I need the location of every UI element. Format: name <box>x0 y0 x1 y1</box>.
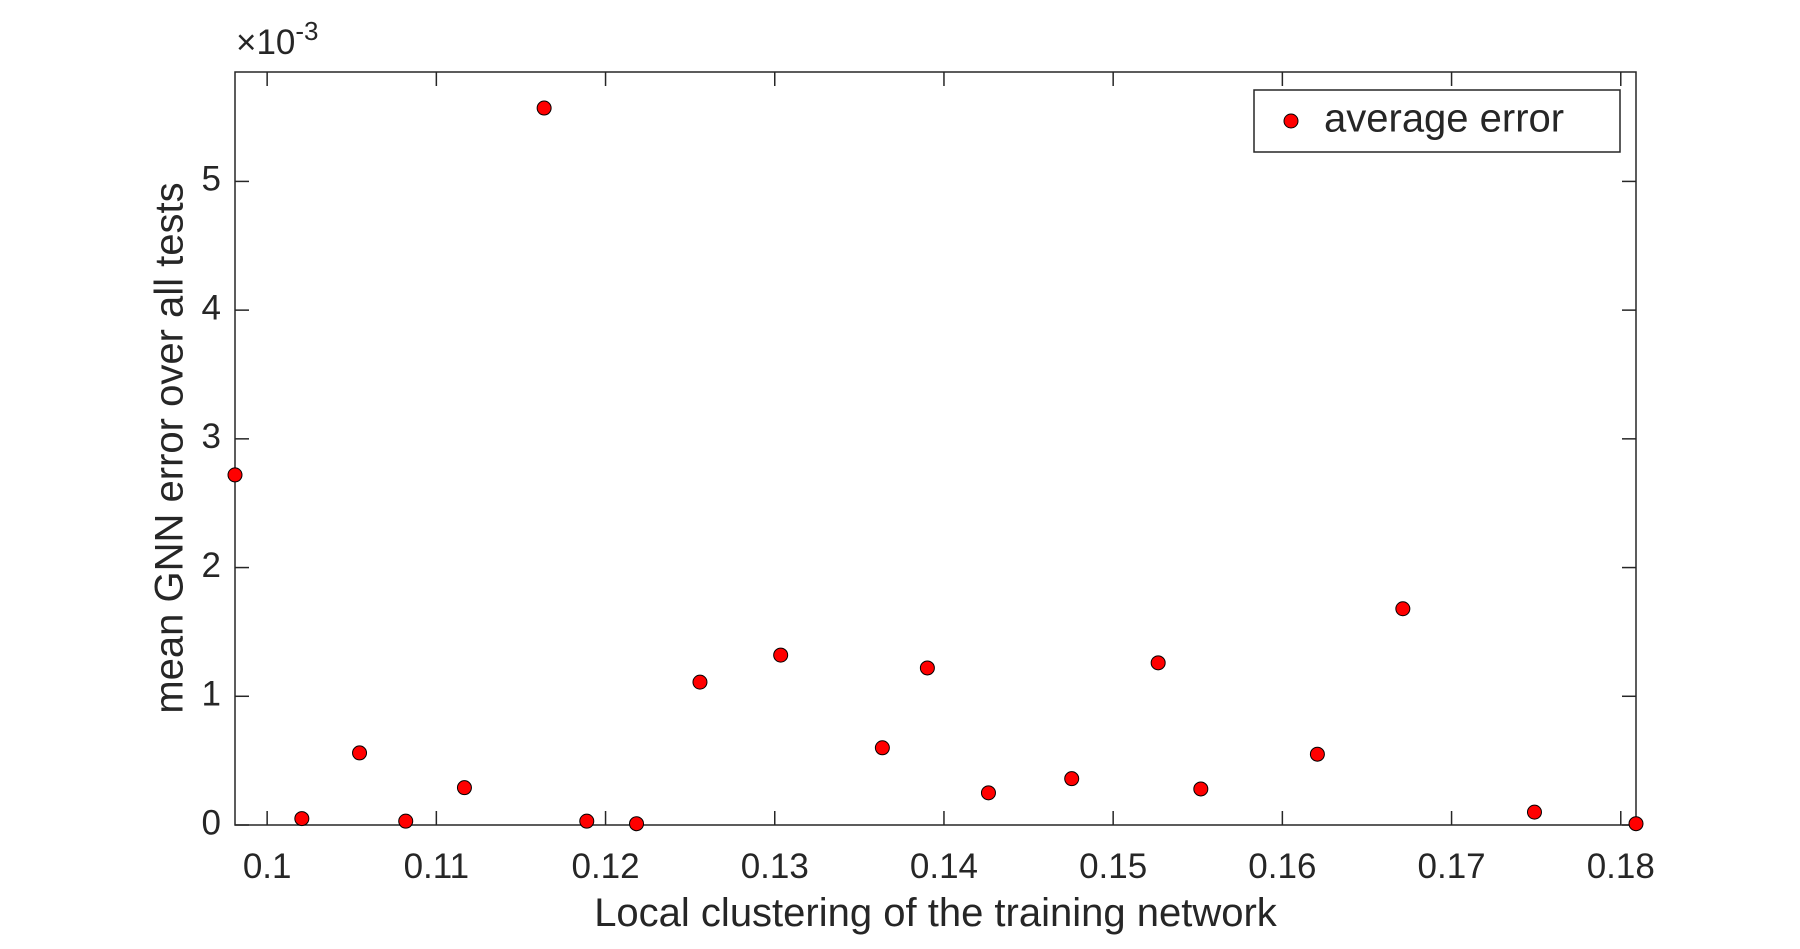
x-tick-label: 0.18 <box>1587 847 1655 886</box>
point <box>692 674 708 690</box>
point <box>536 100 552 116</box>
x-tick-label: 0.11 <box>404 847 470 886</box>
x-axis-label: Local clustering of the training network <box>594 891 1278 935</box>
point <box>294 811 310 827</box>
point <box>1064 771 1080 787</box>
point <box>456 780 472 796</box>
point <box>980 785 996 801</box>
point <box>352 745 368 761</box>
y-tick-label: 5 <box>202 160 221 199</box>
point <box>398 813 414 829</box>
point <box>1150 655 1166 671</box>
y-tick-label: 2 <box>202 546 221 585</box>
point <box>874 740 890 756</box>
legend-marker <box>1283 113 1299 129</box>
legend-box <box>1253 89 1621 153</box>
point <box>1193 781 1209 797</box>
x-tick-label: 0.15 <box>1079 847 1147 886</box>
point <box>1628 816 1644 832</box>
point <box>1309 746 1325 762</box>
y-tick-label: 4 <box>202 288 221 327</box>
y-exponent-power: -3 <box>295 16 318 46</box>
x-tick-label: 0.13 <box>741 847 809 886</box>
point <box>919 660 935 676</box>
point <box>1526 804 1542 820</box>
y-tick-label: 0 <box>202 803 221 842</box>
y-exponent-base: ×10 <box>236 23 295 62</box>
point <box>579 813 595 829</box>
point <box>1395 601 1411 617</box>
legend-label: average error <box>1324 97 1564 141</box>
x-tick-label: 0.1 <box>243 847 292 886</box>
point <box>773 647 789 663</box>
y-tick-label: 3 <box>202 417 221 456</box>
x-tick-label: 0.12 <box>571 847 639 886</box>
y-exponent: ×10-3 <box>236 16 319 62</box>
point <box>629 816 645 832</box>
y-tick-label: 1 <box>202 675 221 714</box>
point <box>227 467 243 483</box>
x-tick-label: 0.17 <box>1418 847 1486 886</box>
y-axis-label: mean GNN error over all tests <box>148 182 192 713</box>
x-tick-label: 0.16 <box>1248 847 1316 886</box>
x-tick-label: 0.14 <box>910 847 978 886</box>
plot-area <box>234 71 1637 826</box>
